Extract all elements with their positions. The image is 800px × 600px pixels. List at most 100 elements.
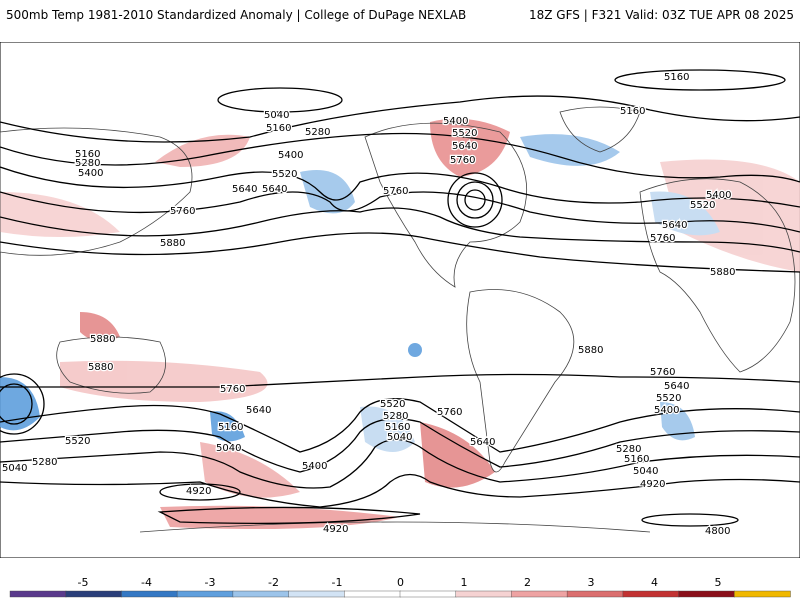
contour-label: 5160 [624, 454, 649, 465]
contour-label: 5280 [32, 457, 57, 468]
colorbar-tick-label: 5 [715, 576, 722, 589]
colorbar-tick-label: -5 [78, 576, 89, 589]
contour-label: 5040 [264, 110, 289, 121]
height-contour [447, 172, 503, 228]
contour-label: 5400 [278, 150, 303, 161]
colorbar-segment [566, 590, 624, 598]
contour-label: 5520 [272, 169, 297, 180]
colorbar-tick-label: 3 [588, 576, 595, 589]
australia-outline [56, 336, 167, 394]
contour-label: 5280 [305, 127, 330, 138]
colorbar-segment [121, 590, 178, 598]
colorbar-tick-label: -3 [205, 576, 216, 589]
contour-label: 5280 [383, 411, 408, 422]
contour-label: 5400 [706, 190, 731, 201]
contour-label: 5640 [664, 381, 689, 392]
contour-label: 5760 [170, 206, 195, 217]
contour-labels: 5160 5160 5040 5160 5280 5400 5520 5640 … [1, 71, 737, 539]
map-title: 500mb Temp 1981-2010 Standardized Anomal… [6, 8, 467, 22]
cool-anomaly-area [408, 343, 422, 357]
colorbar: -5 -4 -3 -2 -1 0 1 2 3 4 5 [9, 576, 791, 598]
colorbar-tick-label: 4 [651, 576, 658, 589]
colorbar-segment [65, 590, 123, 598]
contour-label: 5400 [302, 461, 327, 472]
height-contour [0, 373, 800, 388]
contour-label: 5880 [88, 362, 113, 373]
contour-label: 5520 [452, 128, 477, 139]
anomaly-map: 5160 5160 5040 5160 5280 5400 5520 5640 … [0, 42, 800, 558]
colorbar-tick-label: 1 [461, 576, 468, 589]
warm-anomaly-area [430, 118, 510, 177]
south-america-outline [466, 289, 575, 473]
contour-label: 5640 [470, 437, 495, 448]
cool-anomaly-area [300, 170, 355, 214]
contour-label: 5880 [710, 267, 735, 278]
colorbar-segment [288, 590, 346, 598]
contour-label: 5760 [650, 233, 675, 244]
colorbar-tick-label: -4 [141, 576, 152, 589]
contour-label: 5160 [664, 72, 689, 83]
contour-label: 5160 [218, 422, 243, 433]
contour-label: 5640 [246, 405, 271, 416]
colorbar-tick-label: 0 [397, 576, 404, 589]
colorbar-segment [511, 590, 568, 598]
contour-label: 4920 [640, 479, 665, 490]
warm-anomaly-area [420, 422, 495, 488]
contour-label: 5520 [272, 169, 297, 180]
cool-anomaly-area [360, 406, 415, 452]
contour-label: 5520 [690, 200, 715, 211]
height-contour [0, 207, 800, 253]
contour-label: 5040 [2, 463, 27, 474]
continent-outlines [0, 106, 796, 533]
height-contour [0, 232, 800, 273]
contour-label: 4800 [705, 526, 730, 537]
contour-label: 5760 [450, 155, 475, 166]
height-contour [0, 473, 800, 508]
colorbar-segment [344, 590, 401, 598]
cool-anomaly-area [660, 402, 695, 441]
height-contour [157, 506, 421, 525]
colorbar-segment [9, 590, 67, 598]
colorbar-segment [176, 590, 234, 598]
height-contour [0, 418, 800, 473]
contour-label: 5640 [262, 184, 287, 195]
contour-label: 5280 [75, 158, 100, 169]
colorbar-tick-label: 2 [524, 576, 531, 589]
europe-africa-outline [639, 178, 796, 373]
contour-label: 5160 [620, 106, 645, 117]
colorbar-segment [232, 590, 290, 598]
cool-anomaly-area [520, 134, 620, 166]
warm-anomaly-area [80, 312, 120, 341]
contour-label: 5520 [656, 393, 681, 404]
contour-label: 5640 [662, 220, 687, 231]
contour-label: 5400 [654, 405, 679, 416]
colorbar-tick-label: -1 [332, 576, 343, 589]
contour-label: 5760 [220, 384, 245, 395]
contour-label: 5760 [650, 367, 675, 378]
contour-label: 5760 [383, 186, 408, 197]
height-contour [614, 69, 786, 91]
contour-label: 5160 [266, 123, 291, 134]
contour-label: 5520 [380, 399, 405, 410]
height-contour [464, 189, 486, 211]
warm-anomaly-area [0, 192, 120, 237]
height-contour [0, 438, 800, 489]
height-contour [0, 132, 800, 183]
contour-label: 5880 [90, 334, 115, 345]
cool-anomaly-area [210, 411, 245, 442]
height-contour [0, 373, 45, 435]
contour-label: 5160 [75, 149, 100, 160]
colorbar-tick-label: -2 [268, 576, 279, 589]
height-contour [0, 383, 33, 425]
height-contour [159, 483, 241, 501]
colorbar-segment [678, 590, 735, 598]
warm-anomaly-area [60, 360, 268, 402]
colorbar-segment [622, 590, 680, 598]
contour-label: 4920 [323, 524, 348, 535]
height-contour [0, 191, 800, 233]
height-contour [0, 95, 800, 143]
model-run-info: 18Z GFS | F321 Valid: 03Z TUE APR 08 202… [528, 8, 794, 22]
colorbar-segment [734, 590, 791, 598]
contour-label: 5040 [633, 466, 658, 477]
warm-anomaly-area [155, 134, 250, 167]
